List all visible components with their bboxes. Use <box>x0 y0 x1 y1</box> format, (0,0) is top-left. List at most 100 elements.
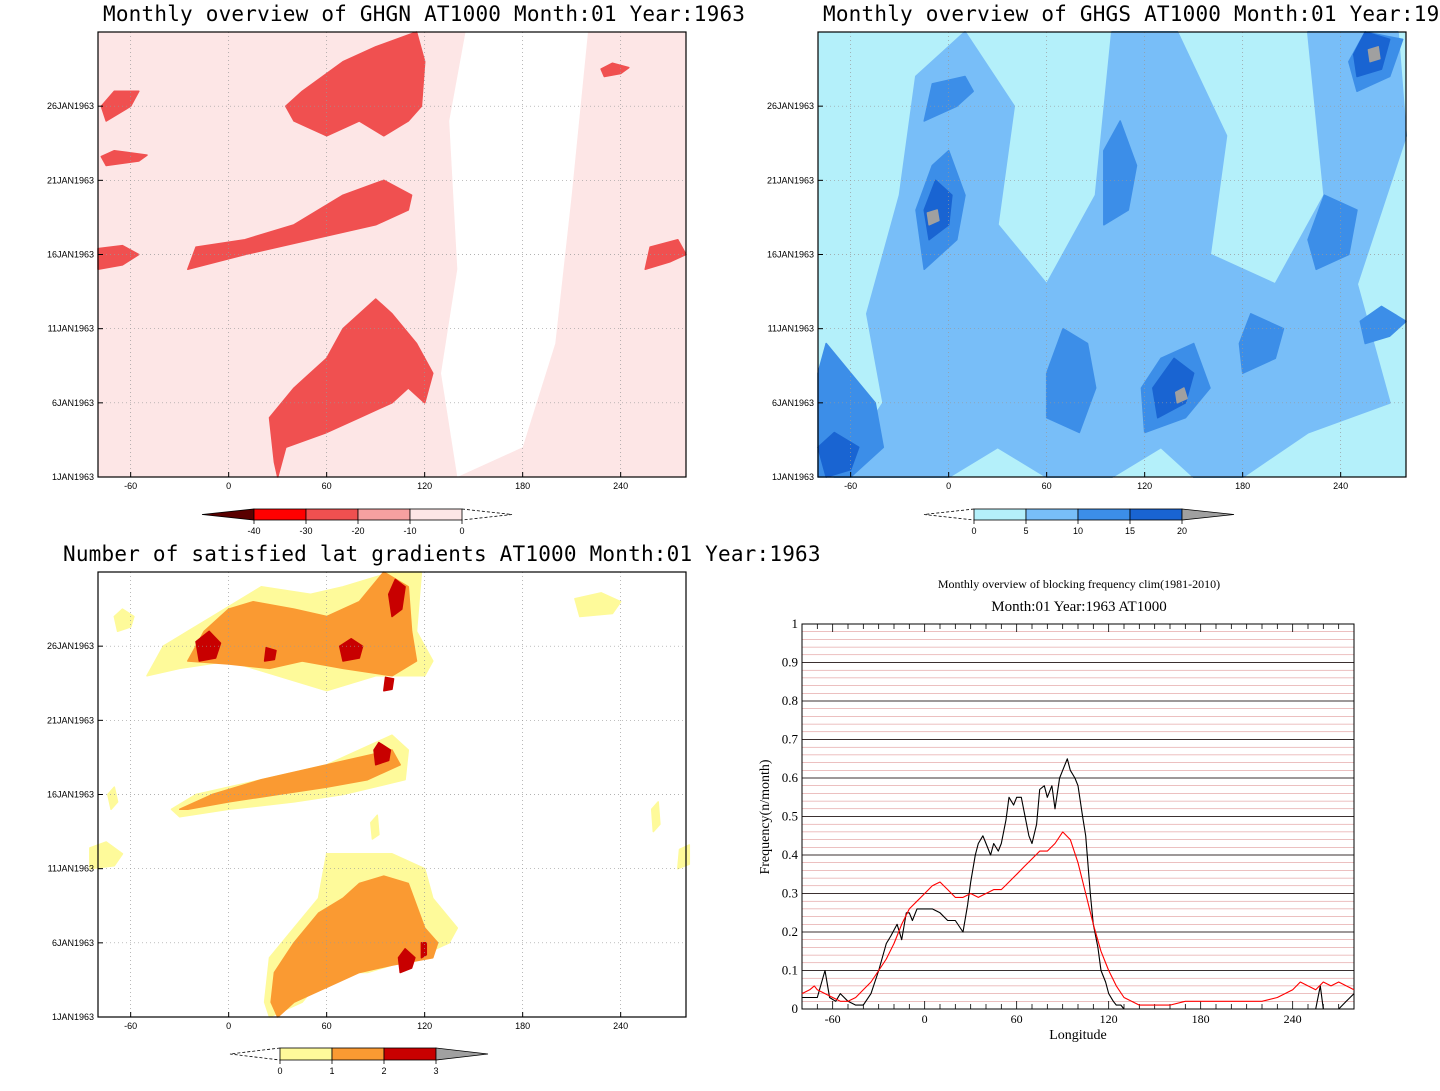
x-tick-label: 60 <box>322 1021 332 1031</box>
x-axis-label: Longitude <box>1049 1028 1107 1043</box>
x-tick-label: 0 <box>946 481 951 491</box>
contour-region <box>923 75 974 122</box>
chart-1-title: Monthly overview of GHGN AT1000 Month:01… <box>103 2 746 26</box>
colorbar-label: 5 <box>1023 526 1028 536</box>
line-chart-subtitle: Month:01 Year:1963 AT1000 <box>991 599 1166 615</box>
contour-region <box>650 801 661 833</box>
contour-region <box>383 676 395 692</box>
y-tick-label: 16JAN1963 <box>47 250 94 260</box>
y-tick-label: 0.4 <box>782 847 799 862</box>
y-tick-label: 26JAN1963 <box>47 641 94 651</box>
x-tick-label: 240 <box>1284 1012 1302 1026</box>
chart-2-title: Monthly overview of GHGS AT1000 Month:01… <box>823 2 1440 26</box>
x-tick-label: 120 <box>1100 1012 1118 1026</box>
series-line-2 <box>801 831 1355 1006</box>
colorbar-label: -20 <box>351 526 364 536</box>
colorbar-label: 1 <box>329 1066 334 1076</box>
contour-region <box>263 646 277 662</box>
y-tick-label: 1JAN1963 <box>52 472 94 482</box>
colorbar-label: 20 <box>1177 526 1187 536</box>
colorbar-extend-low <box>923 508 975 521</box>
series-line-1 <box>802 758 1355 1010</box>
y-tick-label: 11JAN1963 <box>768 324 814 334</box>
colorbar-extend-high <box>435 1047 489 1061</box>
contour-region <box>1103 120 1138 226</box>
colorbar-extend-high <box>1181 508 1235 521</box>
contour-region <box>574 592 622 618</box>
colorbar-label: 15 <box>1125 526 1135 536</box>
colorbar-3: 0 1 2 3 <box>229 1047 489 1076</box>
colorbar-swatch <box>1077 508 1131 521</box>
x-tick-label: 0 <box>226 481 231 491</box>
y-tick-label: 0.3 <box>782 886 798 901</box>
contour-region <box>373 741 392 766</box>
chart-3-title: Number of satisfied lat gradients AT1000… <box>63 542 821 566</box>
contour-region <box>420 942 428 959</box>
colorbar-label: -30 <box>299 526 312 536</box>
heatmap-panel-2: -60 0 60 120 180 240 1JAN1963 6JAN1963 11JAN1963… <box>767 31 1407 491</box>
colorbar-extend-low <box>229 1047 281 1061</box>
y-tick-label: 0.7 <box>782 732 799 747</box>
x-tick-label: 120 <box>417 481 432 491</box>
contour-region <box>600 62 630 78</box>
y-tick-label: 1 <box>792 616 799 631</box>
line-chart-panel: -60 0 60 120 180 240 0 0.1 0.2 0.3 0.4 0.5 0.6 0.7 0.8… <box>758 577 1355 1043</box>
y-tick-label: 6JAN1963 <box>52 398 94 408</box>
x-tick-label: 0 <box>922 1012 928 1026</box>
contour-region <box>107 786 119 811</box>
colorbar-swatch <box>331 1047 385 1061</box>
line-chart-title: Monthly overview of blocking frequency c… <box>938 577 1220 591</box>
x-tick-label: 60 <box>1011 1012 1023 1026</box>
x-tick-label: 180 <box>515 1021 530 1031</box>
colorbar-swatch <box>279 1047 333 1061</box>
x-tick-label: 120 <box>417 1021 432 1031</box>
y-tick-label: 0.9 <box>782 655 798 670</box>
colorbar-label: -40 <box>247 526 260 536</box>
contour-region <box>100 90 140 122</box>
contour-region <box>644 238 687 271</box>
x-tick-label: -60 <box>124 481 137 491</box>
colorbar-label: 3 <box>433 1066 438 1076</box>
contour-region <box>370 814 380 840</box>
contour-fill-5 <box>833 31 1407 478</box>
colorbar-swatch <box>1025 508 1079 521</box>
contour-region <box>187 179 413 271</box>
colorbar-swatch <box>409 508 463 521</box>
contour-region <box>270 875 439 1018</box>
colorbar-label: 0 <box>277 1066 282 1076</box>
y-tick-label: 21JAN1963 <box>47 715 94 725</box>
y-tick-label: 6JAN1963 <box>52 938 94 948</box>
y-tick-label: 26JAN1963 <box>767 101 814 111</box>
y-tick-label: 1JAN1963 <box>52 1012 94 1022</box>
contour-region <box>1045 327 1097 434</box>
x-tick-label: 240 <box>1333 481 1348 491</box>
x-tick-label: 60 <box>322 481 332 491</box>
colorbar-extend-low <box>201 508 255 521</box>
y-tick-label: 11JAN1963 <box>48 324 94 334</box>
colorbar-label: 2 <box>381 1066 386 1076</box>
contour-region <box>923 179 953 241</box>
contour-region <box>397 948 416 974</box>
contour-region <box>113 608 135 633</box>
colorbar-label: -10 <box>403 526 416 536</box>
y-tick-label: 0.1 <box>782 963 798 978</box>
x-tick-label: 240 <box>613 1021 628 1031</box>
colorbar-swatch <box>1129 508 1183 521</box>
heatmap-panel-3: -60 0 60 120 180 240 1JAN1963 6JAN1963 11JAN1963… <box>47 571 691 1031</box>
x-tick-label: -60 <box>124 1021 137 1031</box>
y-tick-label: 26JAN1963 <box>47 101 94 111</box>
contour-region <box>926 209 940 226</box>
y-tick-label: 16JAN1963 <box>47 790 94 800</box>
colorbar-swatch <box>305 508 359 521</box>
x-tick-label: 0 <box>226 1021 231 1031</box>
x-tick-label: 180 <box>1235 481 1250 491</box>
colorbar-label: 10 <box>1073 526 1083 536</box>
y-tick-label: 0 <box>792 1001 799 1016</box>
colorbar-swatch <box>973 508 1027 521</box>
colorbar-swatch <box>383 1047 437 1061</box>
y-tick-label: 1JAN1963 <box>772 472 814 482</box>
colorbar-swatch <box>357 508 411 521</box>
x-tick-label: 180 <box>515 481 530 491</box>
contour-region <box>1152 357 1195 419</box>
x-tick-label: 240 <box>613 481 628 491</box>
